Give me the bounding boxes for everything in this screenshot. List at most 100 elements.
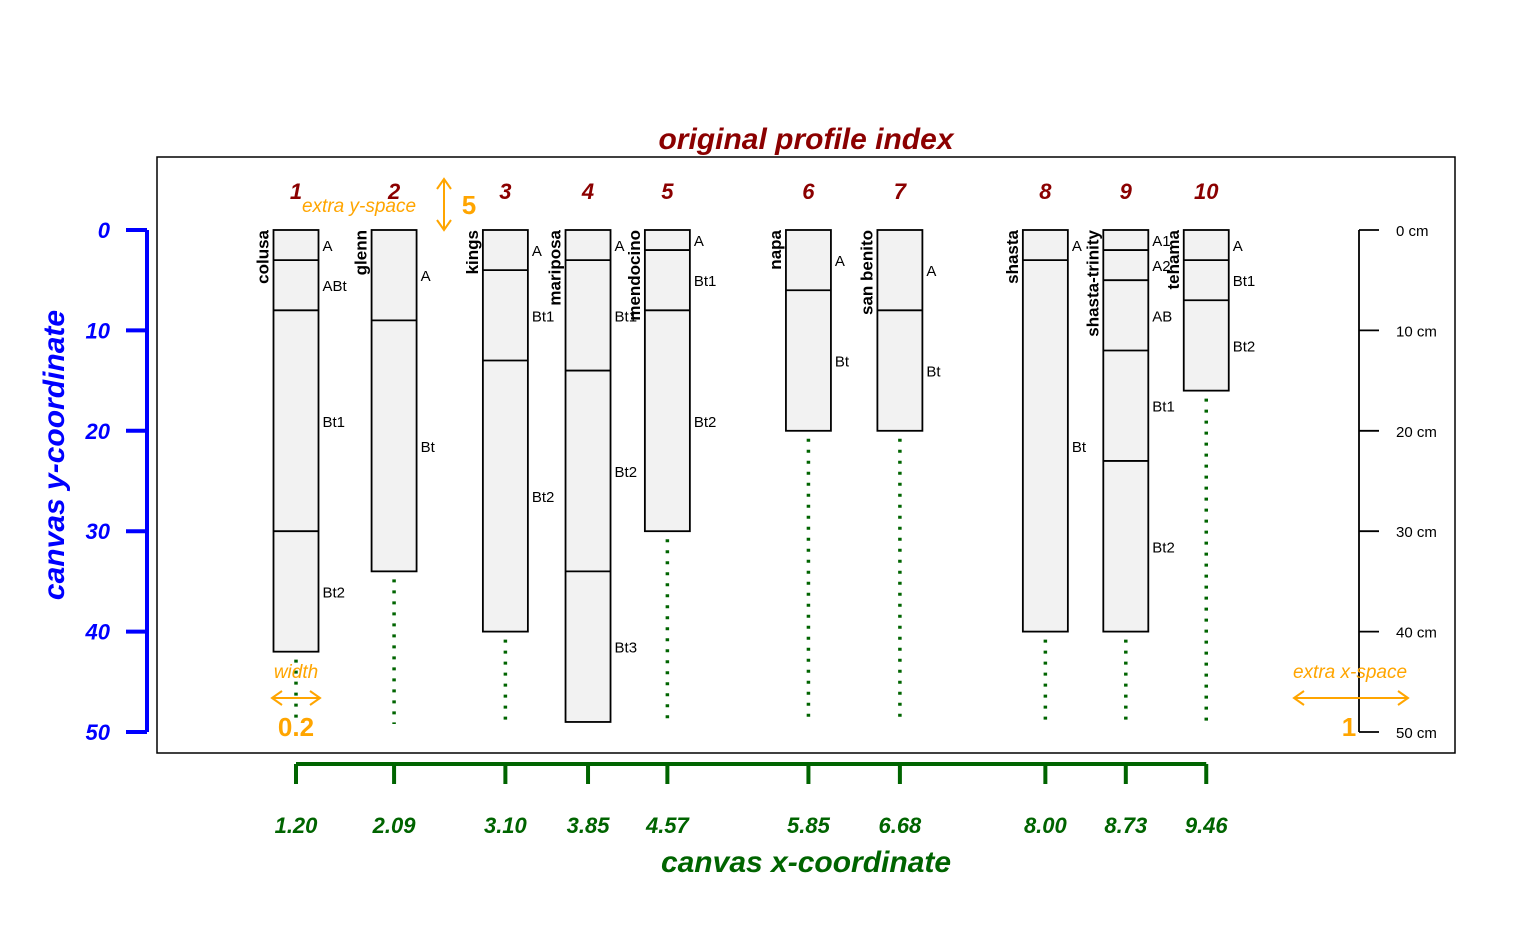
width-arrow [270,690,322,706]
y-tick-label: 10 [86,318,111,343]
horizon-label: A [323,238,333,255]
x-tick-label: 6.68 [878,813,922,838]
x-tick-label: 1.20 [275,813,319,838]
profile-name: mariposa [546,229,565,305]
profile-name: colusa [254,229,273,283]
profile-box [785,229,832,432]
profile-box [1102,229,1150,633]
profile-name: shasta [1003,229,1022,283]
horizon-label: A [1072,238,1082,255]
extra-y-space-label: extra y-space [302,196,416,217]
horizon-label: Bt [421,439,436,456]
horizon-label: A [926,263,936,280]
horizon-label: Bt2 [1233,338,1256,355]
profile-name: napa [766,229,785,269]
y-tick-label: 20 [85,419,111,444]
depth-scale-label: 50 cm [1396,725,1437,742]
profile-index: 6 [802,179,815,204]
profile-name: glenn [352,230,371,275]
horizon-label: Bt1 [532,308,555,325]
y-axis-label: canvas y-coordinate [38,310,71,600]
depth-scale-label: 30 cm [1396,524,1437,541]
horizon-label: AB [1152,308,1172,325]
profile-box [481,229,529,633]
depth-scale: 0 cm 10 cm 20 cm 30 cm 40 cm 50 cm [1358,223,1437,742]
horizon-label: Bt [1072,439,1087,456]
profile-napa: 6 A Bt napa [766,179,850,724]
depth-scale-label: 10 cm [1396,323,1437,340]
y-axis: 0 10 20 30 40 50 [85,218,149,745]
depth-scale-label: 40 cm [1396,625,1437,642]
horizon-label: A [694,233,704,250]
profile-box [370,229,418,573]
horizon-label: A [615,238,625,255]
horizon-label: Bt1 [1152,399,1175,416]
extra-x-space-value: 1 [1342,712,1356,742]
y-tick-label: 30 [86,519,111,544]
horizon-label: Bt3 [615,640,638,657]
x-axis-label: canvas x-coordinate [661,846,951,879]
profile-glenn: 2 A Bt glenn [352,179,436,724]
depth-scale-label: 20 cm [1396,424,1437,441]
profile-index: 1 [290,179,302,204]
plot-frame [156,156,1456,754]
y-tick-label: 0 [98,218,111,243]
horizon-label: A1 [1152,233,1170,250]
y-tick-label: 50 [86,720,111,745]
profile-box [1021,229,1069,633]
profile-shasta-trinity: 9 A1 A2 AB Bt1 Bt2 shasta-trinity [1083,179,1175,724]
horizon-label: Bt [926,364,941,381]
horizon-label: A [835,253,845,270]
horizon-label: ABt [323,278,348,295]
horizon-label: A2 [1152,258,1170,275]
profile-index: 4 [581,179,594,204]
extra-y-space-arrow [436,177,452,232]
profile-colusa: 1 A ABt Bt1 Bt2 colusa [254,179,348,724]
profile-mariposa: 4 A Bt1 Bt2 Bt3 mariposa [546,179,638,723]
width-value: 0.2 [278,712,314,742]
horizon-label: Bt2 [323,584,346,601]
x-tick-label: 9.46 [1185,813,1229,838]
y-tick-label: 40 [85,620,111,645]
x-tick-label: 3.85 [567,813,611,838]
extra-x-space-arrow [1292,690,1410,706]
profile-name: mendocino [625,230,644,321]
extra-y-space-value: 5 [462,190,476,220]
profile-shasta: 8 A Bt shasta [1003,179,1087,724]
profile-box [643,229,691,533]
width-label: width [274,662,318,683]
horizon-label: Bt1 [323,414,346,431]
profile-index: 2 [387,179,401,204]
horizon-label: Bt2 [1152,539,1175,556]
chart-title: original profile index [658,123,954,156]
x-tick-label: 8.73 [1104,813,1147,838]
extra-x-space-label: extra x-space [1293,662,1407,683]
horizon-label: Bt [835,354,850,371]
profile-index: 9 [1120,179,1133,204]
profile-mendocino: 5 A Bt1 Bt2 mendocino [625,179,717,724]
x-tick-label: 5.85 [787,813,831,838]
horizon-label: Bt1 [615,308,638,325]
x-tick-label: 8.00 [1024,813,1068,838]
horizon-label: Bt1 [694,273,717,290]
profile-index: 7 [894,179,908,204]
profile-box [272,229,320,653]
profile-box [1182,229,1230,392]
horizon-label: Bt1 [1233,273,1256,290]
horizon-label: A [532,243,542,260]
x-tick-label: 4.57 [645,813,691,838]
profile-san-benito: 7 A Bt san benito [857,179,941,724]
profile-name: san benito [857,230,876,315]
profile-name: tehama [1164,229,1183,289]
profile-box [564,229,612,723]
horizon-label: A [1233,238,1243,255]
horizon-label: A [421,268,431,285]
profile-kings: 3 A Bt1 Bt2 kings [463,179,555,724]
x-tick-label: 2.09 [372,813,417,838]
profile-name: shasta-trinity [1083,229,1102,336]
horizon-label: Bt2 [694,414,717,431]
profile-box [876,229,924,432]
profile-index: 3 [499,179,511,204]
profile-tehama: 10 A Bt1 Bt2 tehama [1164,179,1256,724]
